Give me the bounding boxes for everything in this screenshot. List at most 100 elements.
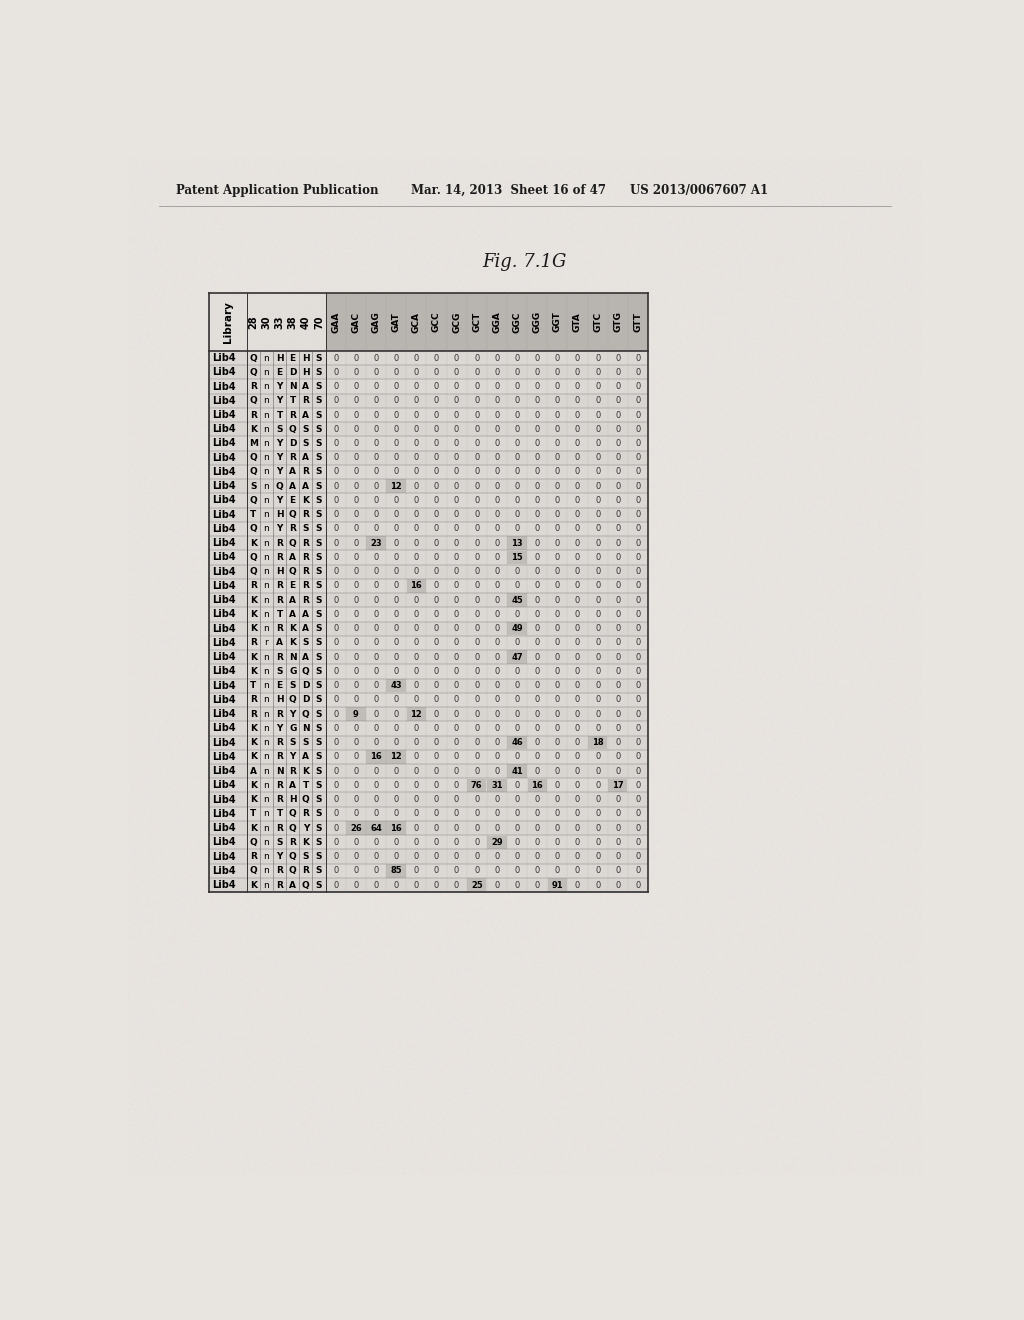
Text: 0: 0 — [454, 595, 459, 605]
Text: 0: 0 — [434, 652, 439, 661]
Text: R: R — [250, 581, 257, 590]
Text: S: S — [315, 667, 323, 676]
Text: 0: 0 — [414, 639, 419, 647]
Bar — [209, 550, 648, 565]
Text: 0: 0 — [635, 539, 641, 548]
Bar — [467, 779, 486, 792]
Text: S: S — [315, 624, 323, 634]
Text: Lib4: Lib4 — [212, 694, 236, 705]
Text: 0: 0 — [514, 568, 519, 577]
Text: 0: 0 — [414, 524, 419, 533]
Text: S: S — [315, 453, 323, 462]
Text: 0: 0 — [635, 396, 641, 405]
Text: E: E — [276, 681, 283, 690]
Text: Patent Application Publication: Patent Application Publication — [176, 185, 379, 197]
Text: 0: 0 — [353, 581, 358, 590]
Text: 0: 0 — [474, 681, 479, 690]
Text: 0: 0 — [574, 838, 581, 847]
Text: 0: 0 — [333, 482, 338, 491]
Text: n: n — [263, 581, 269, 590]
Text: 0: 0 — [574, 795, 581, 804]
Text: 0: 0 — [574, 354, 581, 363]
Text: 0: 0 — [414, 440, 419, 447]
Text: 0: 0 — [474, 411, 479, 420]
Text: 0: 0 — [434, 723, 439, 733]
Text: 0: 0 — [574, 496, 581, 506]
Text: 0: 0 — [555, 581, 560, 590]
Text: 13: 13 — [511, 539, 523, 548]
Text: 12: 12 — [390, 752, 402, 762]
Text: Q: Q — [302, 880, 309, 890]
Text: S: S — [315, 425, 323, 434]
Text: H: H — [275, 511, 284, 519]
Text: 0: 0 — [574, 440, 581, 447]
Bar — [487, 836, 507, 849]
Text: 0: 0 — [353, 838, 358, 847]
Text: Lib4: Lib4 — [212, 367, 236, 378]
Bar — [507, 651, 526, 664]
Bar — [386, 750, 406, 763]
Text: 0: 0 — [393, 781, 398, 789]
Text: E: E — [290, 581, 296, 590]
Text: G: G — [289, 667, 296, 676]
Text: 25: 25 — [471, 880, 482, 890]
Text: n: n — [263, 568, 269, 577]
Bar — [507, 536, 526, 550]
Bar — [209, 807, 648, 821]
Text: 0: 0 — [595, 553, 600, 562]
Text: Mar. 14, 2013  Sheet 16 of 47: Mar. 14, 2013 Sheet 16 of 47 — [411, 185, 606, 197]
Text: 0: 0 — [393, 553, 398, 562]
Text: 0: 0 — [374, 767, 379, 776]
Text: 0: 0 — [454, 853, 459, 861]
Text: 0: 0 — [535, 453, 540, 462]
Text: 0: 0 — [635, 809, 641, 818]
Text: 0: 0 — [535, 482, 540, 491]
Text: GAT: GAT — [391, 312, 400, 331]
Text: 0: 0 — [474, 696, 479, 705]
Bar — [467, 878, 486, 892]
Text: S: S — [315, 795, 323, 804]
Text: 0: 0 — [434, 610, 439, 619]
Text: 0: 0 — [374, 511, 379, 519]
Text: 0: 0 — [535, 752, 540, 762]
Text: S: S — [315, 838, 323, 847]
Text: 0: 0 — [514, 482, 519, 491]
Text: 0: 0 — [414, 610, 419, 619]
Text: 0: 0 — [595, 838, 600, 847]
Text: 0: 0 — [474, 396, 479, 405]
Text: 0: 0 — [333, 752, 338, 762]
Text: 0: 0 — [374, 838, 379, 847]
Text: 0: 0 — [495, 723, 500, 733]
Text: 0: 0 — [454, 467, 459, 477]
Text: 0: 0 — [333, 624, 338, 634]
Bar — [367, 821, 386, 834]
Text: 0: 0 — [434, 752, 439, 762]
Text: S: S — [315, 368, 323, 376]
Text: 0: 0 — [353, 639, 358, 647]
Text: 0: 0 — [615, 595, 621, 605]
Text: S: S — [315, 411, 323, 420]
Text: Lib4: Lib4 — [212, 623, 236, 634]
Text: Q: Q — [289, 568, 297, 577]
Text: 33: 33 — [274, 315, 285, 329]
Text: 0: 0 — [514, 396, 519, 405]
Text: 0: 0 — [495, 496, 500, 506]
Text: 0: 0 — [595, 411, 600, 420]
Text: 17: 17 — [612, 781, 624, 789]
Text: 0: 0 — [514, 866, 519, 875]
Text: 0: 0 — [574, 752, 581, 762]
Text: 0: 0 — [514, 667, 519, 676]
Text: E: E — [276, 368, 283, 376]
Text: 0: 0 — [434, 853, 439, 861]
Text: S: S — [290, 681, 296, 690]
Text: A: A — [289, 482, 296, 491]
Text: 0: 0 — [535, 838, 540, 847]
Text: Y: Y — [276, 496, 283, 506]
Text: 0: 0 — [374, 781, 379, 789]
Text: 0: 0 — [474, 795, 479, 804]
Text: 76: 76 — [471, 781, 482, 789]
Text: 0: 0 — [333, 853, 338, 861]
Text: 0: 0 — [514, 781, 519, 789]
Text: 0: 0 — [495, 652, 500, 661]
Text: 0: 0 — [574, 553, 581, 562]
